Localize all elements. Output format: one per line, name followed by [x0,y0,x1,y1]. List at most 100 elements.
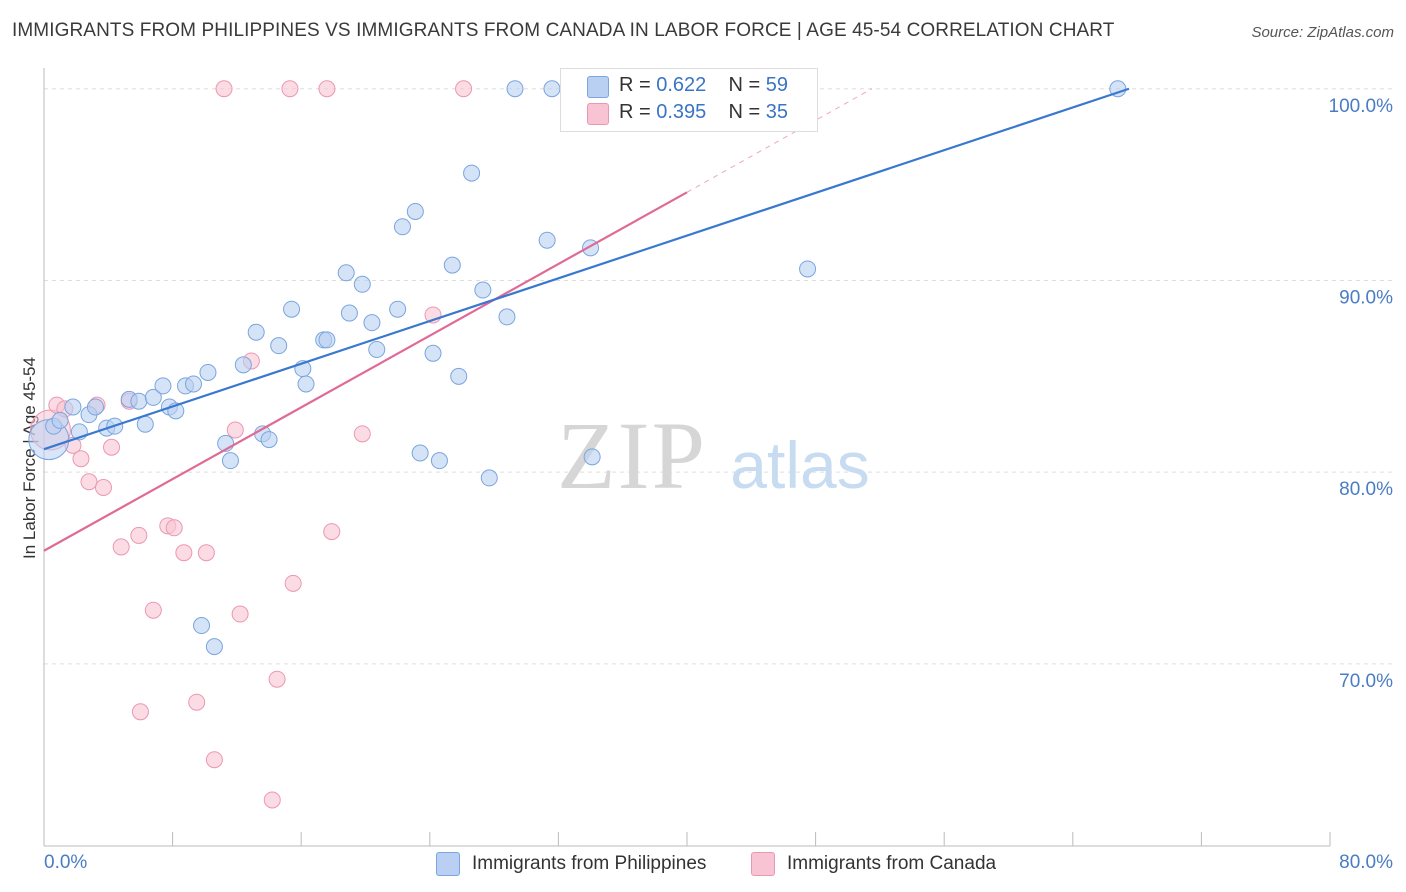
chart-title: IMMIGRANTS FROM PHILIPPINES VS IMMIGRANT… [12,20,1115,41]
point-philippines [234,356,252,374]
legend-n-label: N = [728,74,766,96]
point-canada [323,523,341,541]
point-canada [318,80,336,98]
point-philippines [353,275,371,293]
y-tick-labels: 70.0% 80.0% 90.0% 100.0% [1329,96,1394,692]
legend-r-value-blue: 0.622 [656,74,707,96]
watermark-zip: ZIP [557,402,707,509]
point-philippines [450,367,468,385]
legend-item-canada[interactable]: Immigrants from Canada [751,852,996,876]
correlation-legend: R = 0.622 N = 59 R = 0.395 N = 35 [560,68,818,132]
point-canada [103,438,121,456]
legend-n-value-blue: 59 [765,74,789,96]
watermark: ZIP atlas [557,402,870,509]
point-philippines [411,444,429,462]
y-tick-label: 80.0% [1339,479,1393,500]
point-philippines [199,363,217,381]
point-philippines [498,308,516,326]
point-canada [205,751,223,769]
y-tick-label: 70.0% [1339,671,1393,692]
x-tick-min: 0.0% [44,852,88,873]
legend-swatch-canada [751,852,775,876]
point-philippines [799,260,817,278]
point-canada [131,703,149,721]
point-canada [284,574,302,592]
point-philippines [368,340,386,358]
point-philippines [424,344,442,362]
point-philippines [583,448,601,466]
point-canada [215,80,233,98]
point-philippines [260,431,278,449]
point-philippines [389,300,407,318]
point-philippines [193,617,211,635]
point-philippines [474,281,492,299]
point-canada [268,670,286,688]
point-philippines [205,638,223,656]
point-canada [112,538,130,556]
point-philippines [337,264,355,282]
watermark-atlas: atlas [730,428,869,502]
trend-lines [43,87,1130,552]
point-philippines [86,398,104,416]
point-philippines [543,80,561,98]
point-canada [144,601,162,619]
point-philippines [538,231,556,249]
point-philippines [480,469,498,487]
point-philippines [430,452,448,470]
source-label: Source: ZipAtlas.com [1251,24,1394,41]
point-philippines [64,398,82,416]
point-canada [455,80,473,98]
point-philippines [506,80,524,98]
point-canada [130,526,148,544]
y-tick-label: 100.0% [1329,96,1394,117]
point-canada [226,421,244,439]
point-philippines [283,300,301,318]
x-tick-max: 80.0% [1339,852,1393,873]
point-canada [175,544,193,562]
legend-n-value-pink: 35 [765,101,789,123]
legend-r-label: R = [619,74,657,96]
series-legend: Immigrants from Philippines Immigrants f… [0,852,1406,876]
point-canada [281,80,299,98]
point-philippines [270,337,288,355]
point-philippines [393,218,411,236]
point-philippines [144,388,162,406]
legend-label-philippines: Immigrants from Philippines [472,853,707,874]
point-philippines [154,377,172,395]
point-canada [80,473,98,491]
legend-n-label: N = [728,101,766,123]
point-philippines [184,375,202,393]
point-philippines [318,331,336,349]
point-canada [197,544,215,562]
point-canada [94,479,112,497]
series-canada [29,80,473,809]
gridlines [44,88,1392,665]
legend-r-value-pink: 0.395 [656,101,707,123]
point-philippines [463,164,481,182]
y-tick-label: 90.0% [1339,287,1393,308]
point-canada [165,519,183,537]
point-philippines [406,202,424,220]
trend-line-philippines [43,87,1130,451]
point-philippines [130,392,148,410]
point-philippines [51,411,69,429]
point-philippines [221,452,239,470]
legend-swatch-pink [587,103,609,125]
point-canada [263,791,281,809]
point-canada [231,605,249,623]
point-canada [353,425,371,443]
legend-swatch-philippines [436,852,460,876]
point-canada [72,450,90,468]
legend-swatch-blue [587,76,609,98]
point-philippines [136,415,154,433]
point-philippines [363,314,381,332]
point-philippines [340,304,358,322]
point-philippines [297,375,315,393]
point-philippines [247,323,265,341]
point-canada [188,693,206,711]
trend-line-canada [43,191,688,552]
legend-r-label: R = [619,101,657,123]
legend-item-philippines[interactable]: Immigrants from Philippines [436,852,706,876]
legend-label-canada: Immigrants from Canada [787,853,997,874]
